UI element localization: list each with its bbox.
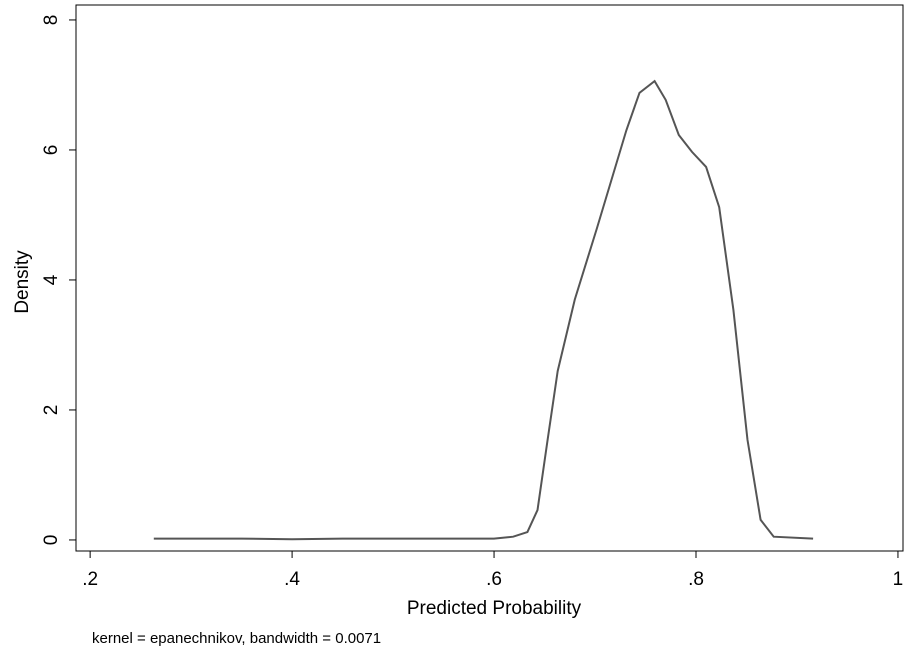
density-line <box>153 79 814 541</box>
x-tick-label: 1 <box>893 569 904 590</box>
y-axis-label: Density <box>12 250 33 314</box>
x-tick-label: .2 <box>82 569 98 590</box>
plot-frame <box>75 4 904 552</box>
y-tick-label: 6 <box>41 145 62 156</box>
note: kernel = epanechnikov, bandwidth = 0.007… <box>92 630 381 647</box>
y-tick-label: 2 <box>41 405 62 416</box>
y-tick-label: 4 <box>41 274 62 285</box>
x-tick-label: .8 <box>688 569 704 590</box>
y-tick-label: 0 <box>41 535 62 546</box>
x-tick-label: .6 <box>486 569 502 590</box>
x-axis-label: Predicted Probability <box>407 598 582 619</box>
y-tick-label: 8 <box>41 15 62 26</box>
x-tick-label: .4 <box>284 569 300 590</box>
